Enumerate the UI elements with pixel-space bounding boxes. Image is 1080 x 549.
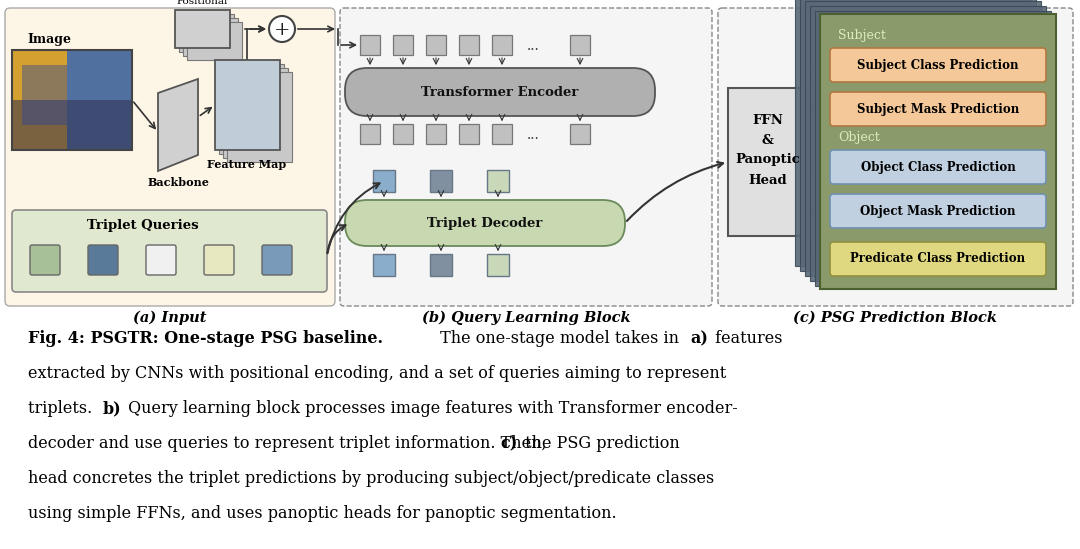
Text: (b) Query Learning Block: (b) Query Learning Block [421, 311, 631, 325]
Text: &: & [762, 133, 774, 147]
Bar [426, 35, 446, 55]
Text: a): a) [690, 330, 707, 347]
Bar [12, 50, 67, 150]
Text: Image: Image [27, 33, 71, 47]
FancyBboxPatch shape [831, 48, 1047, 82]
Bar [393, 35, 413, 55]
Bar [179, 14, 234, 52]
Text: Predicate Class Prediction: Predicate Class Prediction [850, 253, 1026, 266]
FancyBboxPatch shape [12, 210, 327, 292]
Text: Object: Object [838, 132, 880, 144]
Text: b): b) [103, 400, 122, 417]
Text: using simple FFNs, and uses panoptic heads for panoptic segmentation.: using simple FFNs, and uses panoptic hea… [28, 505, 617, 522]
Bar [373, 254, 395, 276]
Bar [175, 10, 230, 48]
Bar [459, 124, 480, 144]
Text: ...: ... [527, 128, 539, 142]
Bar [12, 50, 132, 150]
Bar [67, 50, 132, 150]
Bar [795, 0, 1031, 266]
Bar [805, 1, 1041, 276]
Text: head concretes the triplet predictions by producing subject/object/predicate cla: head concretes the triplet predictions b… [28, 470, 714, 487]
Bar [12, 100, 132, 150]
FancyBboxPatch shape [831, 92, 1047, 126]
FancyBboxPatch shape [831, 242, 1047, 276]
Bar [215, 60, 280, 150]
Text: ...: ... [527, 39, 539, 53]
Bar [187, 22, 242, 60]
Text: decoder and use queries to represent triplet information. Then,: decoder and use queries to represent tri… [28, 435, 552, 452]
Text: Triplet Queries: Triplet Queries [87, 220, 199, 232]
Text: Panoptic: Panoptic [735, 154, 800, 166]
Text: Query learning block processes image features with Transformer encoder-: Query learning block processes image fea… [123, 400, 738, 417]
FancyBboxPatch shape [831, 150, 1047, 184]
Text: Object Class Prediction: Object Class Prediction [861, 160, 1015, 173]
Bar [426, 124, 446, 144]
Bar [183, 18, 238, 56]
Text: The one-stage model takes in: The one-stage model takes in [435, 330, 684, 347]
Text: features: features [710, 330, 783, 347]
Bar [22, 65, 67, 125]
Bar [820, 14, 1056, 289]
FancyBboxPatch shape [262, 245, 292, 275]
Bar [430, 170, 453, 192]
Circle shape [269, 16, 295, 42]
Bar [728, 88, 808, 236]
Bar [487, 254, 509, 276]
Bar [492, 35, 512, 55]
Bar [227, 72, 292, 162]
Text: Head: Head [748, 173, 787, 187]
Text: extracted by CNNs with positional encoding, and a set of queries aiming to repre: extracted by CNNs with positional encodi… [28, 365, 726, 382]
FancyBboxPatch shape [204, 245, 234, 275]
FancyBboxPatch shape [831, 194, 1047, 228]
FancyBboxPatch shape [718, 8, 1074, 306]
Text: (a) Input: (a) Input [133, 311, 206, 325]
FancyBboxPatch shape [30, 245, 60, 275]
Text: Fig. 4: PSGTR: One-stage PSG baseline.: Fig. 4: PSGTR: One-stage PSG baseline. [28, 330, 383, 347]
Bar [570, 35, 590, 55]
Text: Feature Map: Feature Map [207, 159, 286, 170]
Bar [360, 124, 380, 144]
Bar [430, 254, 453, 276]
Text: Subject Mask Prediction: Subject Mask Prediction [856, 103, 1020, 115]
Bar [487, 170, 509, 192]
Bar [815, 11, 1051, 286]
Bar [12, 50, 132, 150]
FancyBboxPatch shape [340, 8, 712, 306]
Text: +: + [273, 21, 291, 39]
Bar [222, 68, 288, 158]
Text: c): c) [500, 435, 517, 452]
Text: the PSG prediction: the PSG prediction [519, 435, 679, 452]
FancyBboxPatch shape [146, 245, 176, 275]
Bar [810, 6, 1047, 281]
Text: Subject Class Prediction: Subject Class Prediction [858, 59, 1018, 71]
Text: FFN: FFN [753, 114, 783, 126]
Bar [219, 64, 284, 154]
FancyBboxPatch shape [345, 68, 654, 116]
Text: (c) PSG Prediction Block: (c) PSG Prediction Block [793, 311, 997, 325]
Text: Subject: Subject [838, 30, 886, 42]
Bar [373, 170, 395, 192]
Text: Transformer Encoder: Transformer Encoder [421, 87, 579, 99]
Polygon shape [158, 79, 198, 171]
Bar [800, 0, 1036, 271]
Text: Triplet Decoder: Triplet Decoder [428, 217, 542, 231]
Bar [459, 35, 480, 55]
Text: triplets.: triplets. [28, 400, 97, 417]
FancyBboxPatch shape [87, 245, 118, 275]
FancyBboxPatch shape [5, 8, 335, 306]
Bar [393, 124, 413, 144]
FancyBboxPatch shape [345, 200, 625, 246]
Bar [360, 35, 380, 55]
Text: Backbone: Backbone [147, 177, 208, 188]
Text: Object Mask Prediction: Object Mask Prediction [861, 204, 1016, 217]
Text: Positional: Positional [176, 0, 228, 5]
Bar [570, 124, 590, 144]
Bar [492, 124, 512, 144]
